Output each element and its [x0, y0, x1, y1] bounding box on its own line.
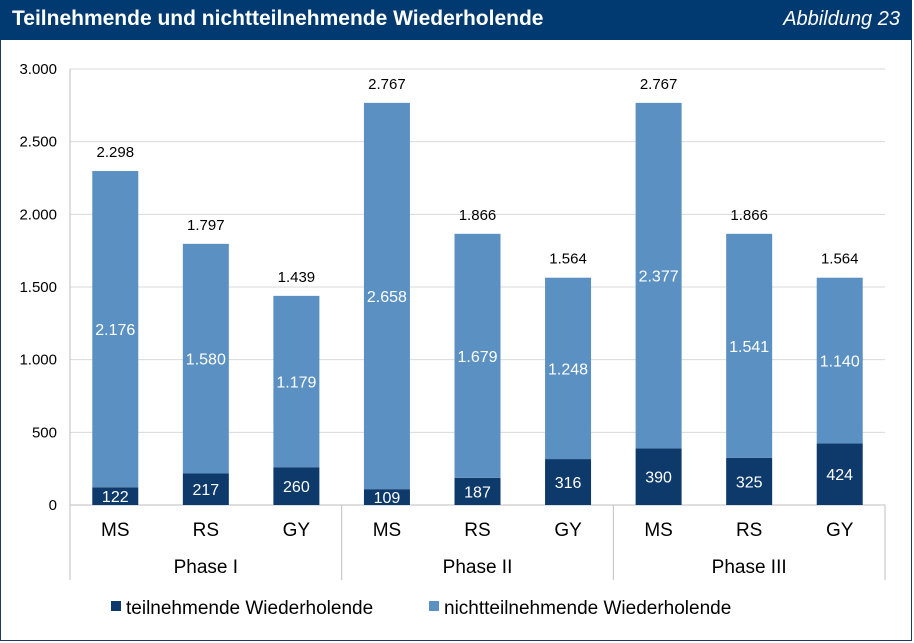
- group-label: Phase III: [712, 557, 787, 578]
- bar-teilnehmend: [726, 457, 773, 505]
- category-label: RS: [736, 520, 762, 541]
- data-label-teilnehmend: 390: [645, 470, 672, 487]
- total-label: 1.564: [549, 251, 587, 268]
- bar-teilnehmend: [545, 459, 592, 505]
- data-label-nichtteilnehmend: 1.580: [186, 352, 226, 369]
- category-label: MS: [373, 520, 402, 541]
- bar-nichtteilnehmend: [545, 277, 592, 460]
- bar-nichtteilnehmend: [454, 233, 501, 478]
- data-label-nichtteilnehmend: 1.248: [548, 361, 588, 378]
- data-label-teilnehmend: 109: [374, 490, 401, 507]
- data-label-teilnehmend: 424: [826, 467, 853, 484]
- bar-nichtteilnehmend: [726, 233, 773, 458]
- category-label: GY: [283, 520, 311, 541]
- y-tick-label: 3.000: [19, 61, 57, 78]
- bar-nichtteilnehmend: [92, 171, 139, 488]
- group-label: Phase I: [174, 557, 238, 578]
- category-label: MS: [644, 520, 673, 541]
- bar-teilnehmend: [635, 448, 682, 505]
- bar-teilnehmend: [363, 489, 410, 505]
- data-label-nichtteilnehmend: 1.541: [729, 339, 769, 356]
- data-label-teilnehmend: 316: [555, 475, 582, 492]
- total-label: 2.767: [368, 76, 406, 93]
- data-label-nichtteilnehmend: 1.140: [820, 354, 860, 371]
- category-label: GY: [826, 520, 854, 541]
- legend-swatch-nichtteilnehmend: [429, 601, 439, 611]
- data-label-nichtteilnehmend: 2.658: [367, 289, 407, 306]
- figure-title: Teilnehmende und nichtteilnehmende Wiede…: [12, 7, 544, 30]
- bar-nichtteilnehmend: [273, 295, 320, 468]
- data-label-teilnehmend: 260: [283, 479, 310, 496]
- bar-teilnehmend: [816, 443, 863, 505]
- data-label-teilnehmend: 325: [736, 474, 763, 491]
- data-label-nichtteilnehmend: 1.679: [457, 349, 497, 366]
- y-tick-label: 500: [32, 424, 57, 441]
- data-label-nichtteilnehmend: 2.377: [639, 269, 679, 286]
- bar-teilnehmend: [92, 487, 139, 505]
- figure-number: Abbildung 23: [783, 8, 900, 30]
- total-label: 2.298: [97, 144, 135, 161]
- y-tick-label: 2.000: [19, 206, 57, 223]
- category-label: MS: [101, 520, 130, 541]
- data-label-nichtteilnehmend: 2.176: [95, 322, 135, 339]
- y-tick-label: 2.500: [19, 134, 57, 151]
- bar-teilnehmend: [454, 477, 501, 505]
- data-label-teilnehmend: 217: [192, 482, 219, 499]
- y-tick-label: 0: [49, 497, 57, 514]
- total-label: 2.767: [640, 76, 678, 93]
- total-label: 1.866: [459, 207, 497, 224]
- category-label: GY: [554, 520, 582, 541]
- figure-header: Teilnehmende und nichtteilnehmende Wiede…: [0, 0, 912, 40]
- y-tick-label: 1.000: [19, 352, 57, 369]
- bar-nichtteilnehmend: [635, 102, 682, 449]
- data-label-nichtteilnehmend: 1.179: [276, 375, 316, 392]
- y-tick-label: 1.500: [19, 279, 57, 296]
- category-label: RS: [464, 520, 490, 541]
- data-label-teilnehmend: 122: [102, 489, 129, 506]
- bar-nichtteilnehmend: [816, 277, 863, 444]
- category-label: RS: [193, 520, 219, 541]
- total-label: 1.797: [187, 217, 225, 234]
- total-label: 1.439: [278, 269, 316, 286]
- bar-nichtteilnehmend: [363, 102, 410, 490]
- group-label: Phase II: [443, 557, 513, 578]
- legend-label-nichtteilnehmend: nichtteilnehmende Wiederholende: [444, 598, 731, 619]
- total-label: 1.564: [821, 251, 859, 268]
- data-label-teilnehmend: 187: [464, 484, 491, 501]
- legend-label-teilnehmend: teilnehmende Wiederholende: [126, 598, 373, 619]
- bar-nichtteilnehmend: [182, 243, 229, 474]
- bar-teilnehmend: [182, 473, 229, 505]
- bar-teilnehmend: [273, 467, 320, 505]
- total-label: 1.866: [730, 207, 768, 224]
- legend-swatch-teilnehmend: [111, 601, 121, 611]
